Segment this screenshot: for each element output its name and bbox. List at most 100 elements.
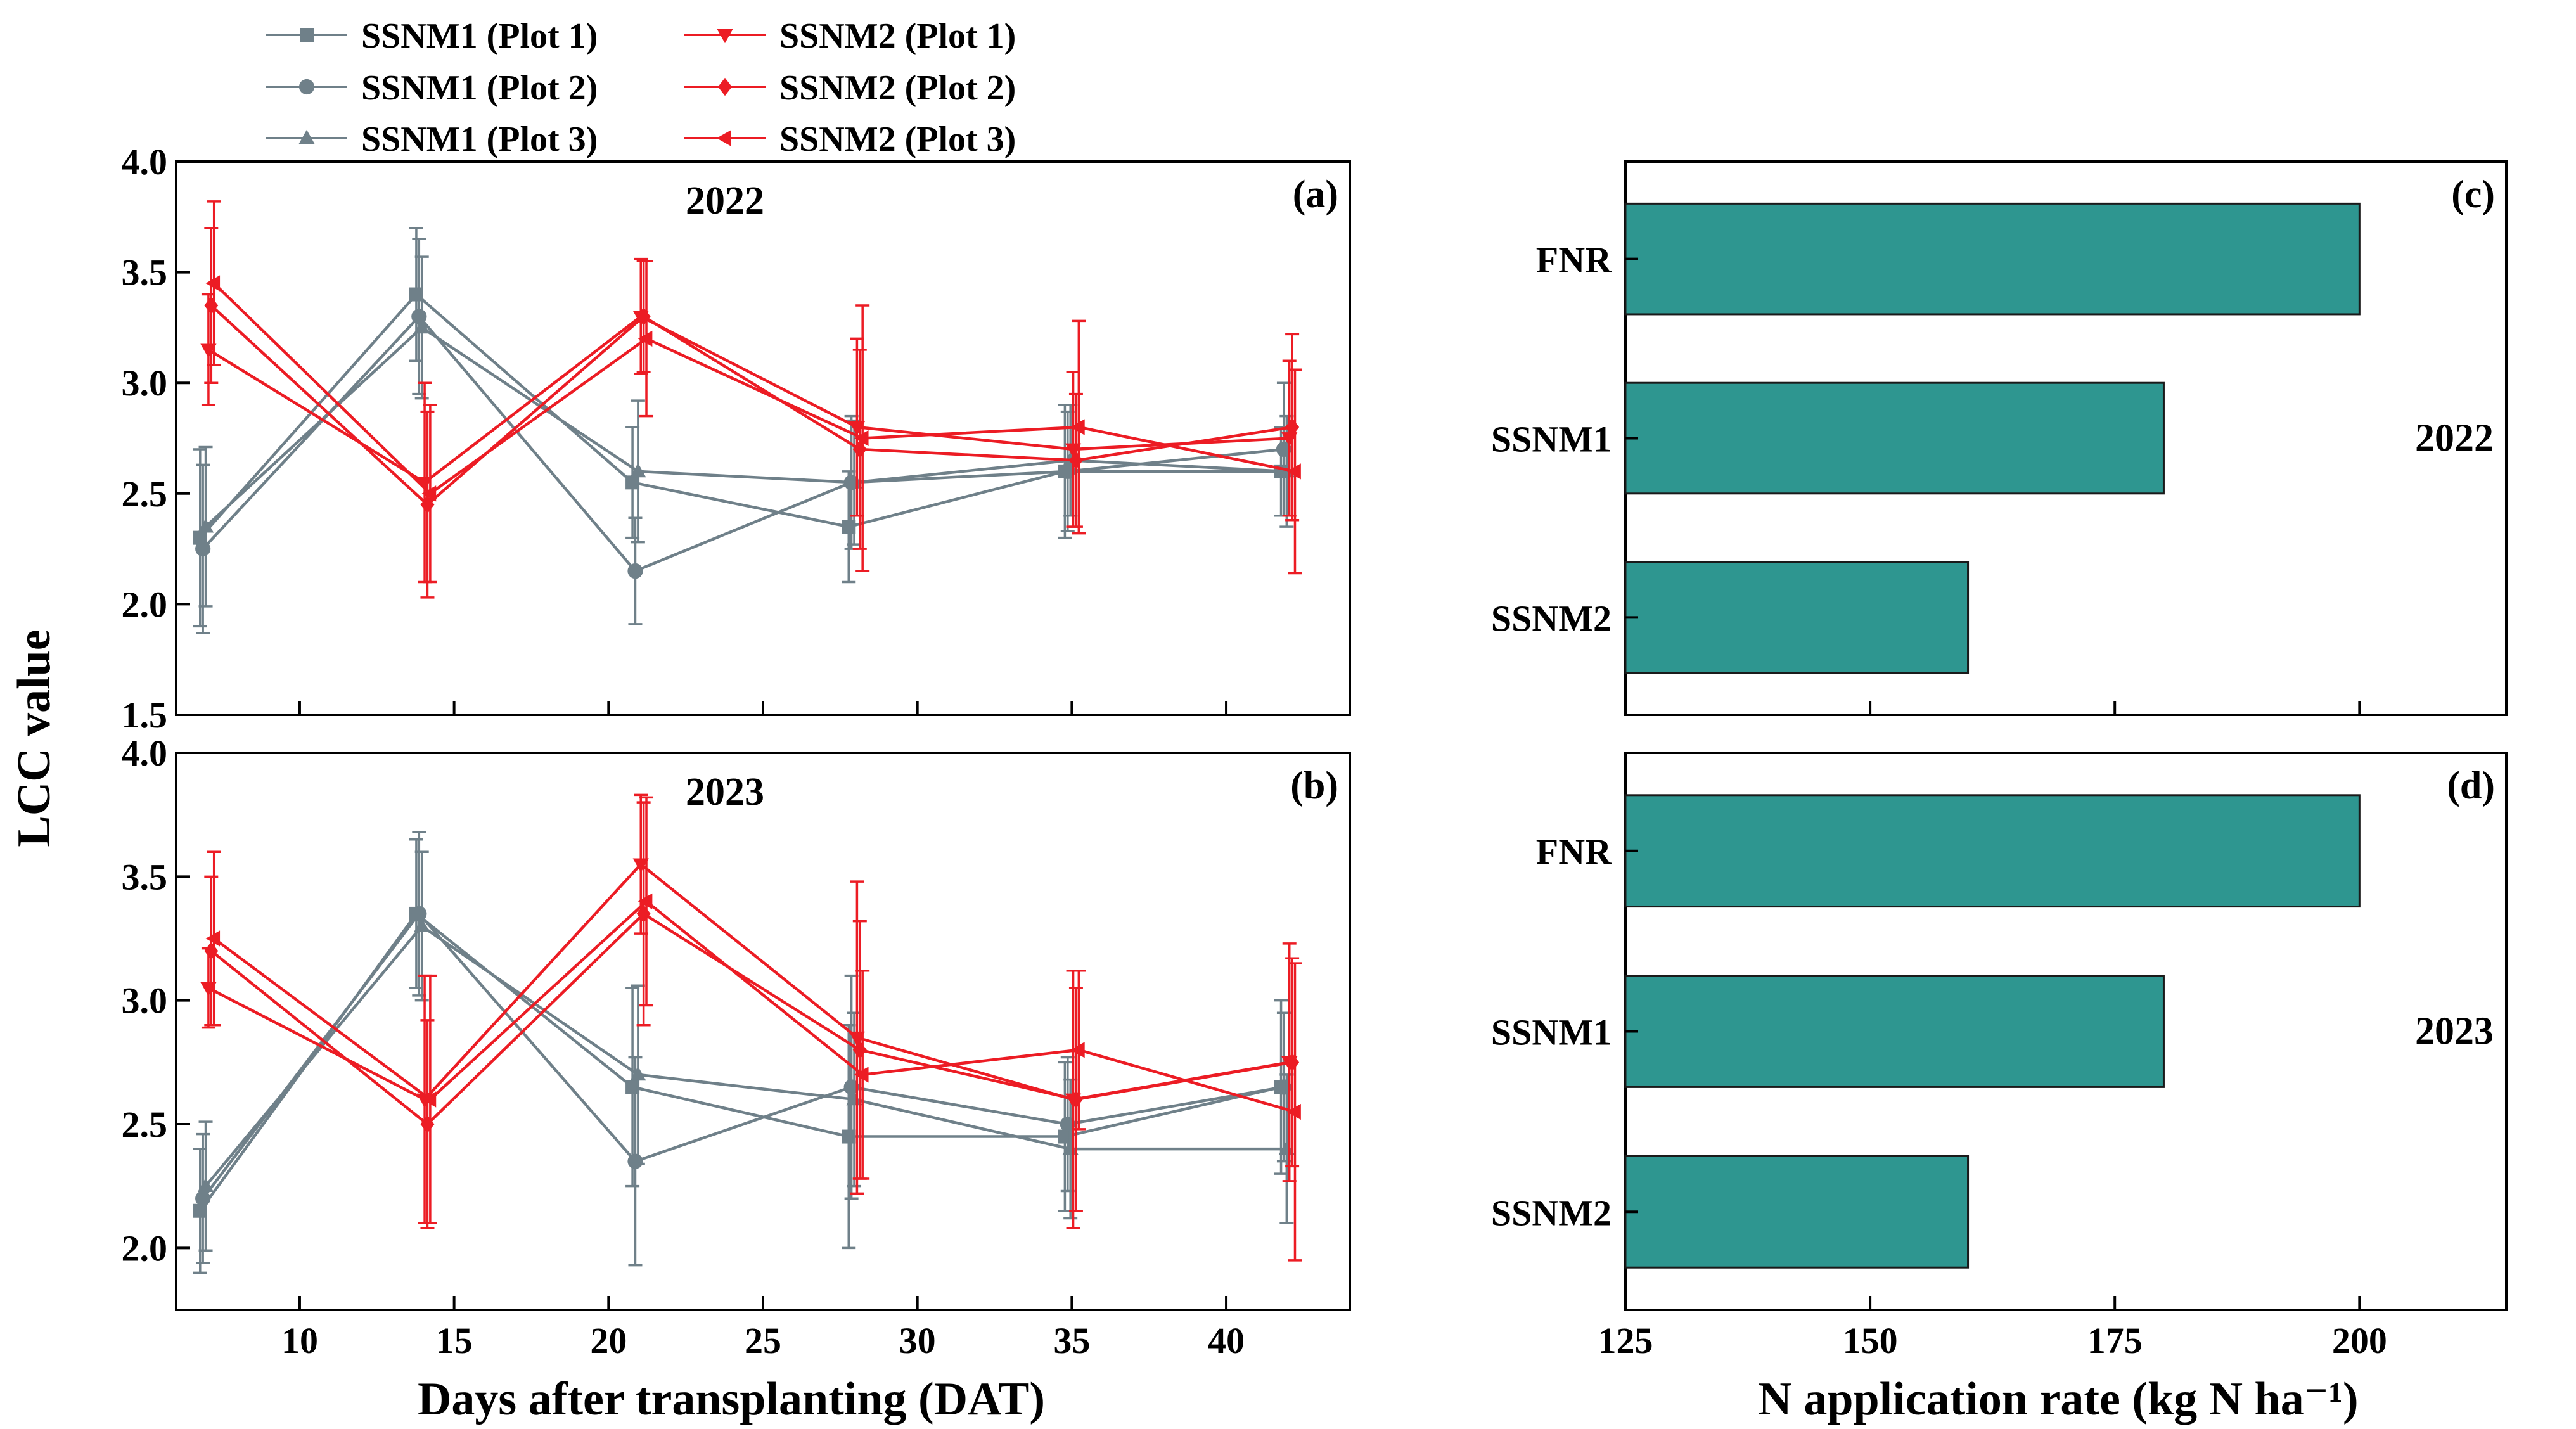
series-line xyxy=(199,292,1281,539)
data-point xyxy=(1070,1042,1085,1058)
legend-marker xyxy=(718,77,732,96)
data-point xyxy=(414,319,430,334)
category-label: SSNM1 xyxy=(1491,419,1612,460)
x-tick-label: 125 xyxy=(1598,1320,1653,1361)
series-ssnm1-plot-1- xyxy=(193,227,1288,628)
x-tick-label: 10 xyxy=(281,1320,318,1361)
year-label: 2023 xyxy=(2415,1010,2494,1053)
data-point xyxy=(1285,1053,1300,1072)
y-tick-label: 4.0 xyxy=(122,141,168,183)
series-ssnm2-plot-2- xyxy=(204,801,1300,1229)
series-line xyxy=(210,304,1293,507)
year-label: 2022 xyxy=(686,179,764,222)
year-label: 2023 xyxy=(686,771,764,814)
legend-label: SSNM1 (Plot 3) xyxy=(361,120,598,159)
series-line xyxy=(205,326,1287,528)
x-tick-label: 40 xyxy=(1208,1320,1245,1361)
data-point xyxy=(205,930,221,947)
panel-label: (d) xyxy=(2447,764,2495,807)
data-point xyxy=(1286,1103,1301,1120)
y-axis-title: LCC value xyxy=(8,629,60,847)
legend: SSNM1 (Plot 1) SSNM1 (Plot 2) SSNM1 (Plot … xyxy=(266,16,1016,159)
series-line xyxy=(213,899,1296,1113)
series-line xyxy=(202,314,1285,573)
data-point xyxy=(195,1191,211,1207)
x-axis-title-left: Days after transplanting (DAT) xyxy=(418,1373,1045,1425)
x-tick-label: 150 xyxy=(1843,1320,1898,1361)
y-tick-label: 3.5 xyxy=(122,856,168,897)
bar-ssnm1 xyxy=(1624,381,2165,495)
data-point xyxy=(632,858,649,873)
legend-label: SSNM2 (Plot 1) xyxy=(779,16,1016,56)
legend-entry: SSNM1 (Plot 3) xyxy=(266,120,598,159)
data-point xyxy=(411,906,427,922)
series-line xyxy=(210,912,1293,1126)
y-tick-label: 2.5 xyxy=(122,473,168,515)
data-point xyxy=(625,475,640,490)
series-ssnm1-plot-3- xyxy=(197,255,1295,608)
data-point xyxy=(1070,419,1085,435)
data-point xyxy=(638,330,653,347)
y-tick-label: 1.5 xyxy=(122,695,168,736)
legend-marker xyxy=(298,79,315,95)
legend-marker xyxy=(300,28,314,42)
panel-d-n-rate-2023: FNR SSNM1 SSNM2 125 150 175 200 (d) 2023 xyxy=(1491,752,2508,1361)
x-axis-title-right: N application rate (kg N ha⁻¹) xyxy=(1758,1373,2358,1425)
data-point xyxy=(854,430,869,447)
series-ssnm2-plot-2- xyxy=(204,227,1300,599)
data-point xyxy=(1281,432,1298,447)
data-point xyxy=(204,942,219,960)
data-point xyxy=(411,309,427,324)
legend-label: SSNM2 (Plot 3) xyxy=(779,120,1016,159)
panel-label: (b) xyxy=(1290,764,1338,807)
data-point xyxy=(420,495,435,514)
data-point xyxy=(197,518,214,533)
category-label: FNR xyxy=(1536,831,1612,873)
legend-marker xyxy=(716,130,731,146)
x-tick-label: 200 xyxy=(2332,1320,2387,1361)
category-label: SSNM2 xyxy=(1491,1192,1612,1233)
x-tick-label: 175 xyxy=(2087,1320,2143,1361)
legend-label: SSNM1 (Plot 1) xyxy=(361,16,598,56)
y-tick-label: 2.5 xyxy=(122,1104,168,1145)
plot-frame xyxy=(175,752,1351,1311)
legend-entry: SSNM2 (Plot 2) xyxy=(684,68,1016,108)
data-point xyxy=(849,1031,866,1046)
y-tick-label: 4.0 xyxy=(122,733,168,774)
y-tick-label: 2.0 xyxy=(122,1227,168,1269)
data-point xyxy=(200,982,217,997)
series-line xyxy=(202,911,1285,1200)
data-point xyxy=(1062,1140,1079,1155)
year-label: 2022 xyxy=(2415,417,2494,460)
bar-fnr xyxy=(1624,794,2361,908)
data-point xyxy=(1286,463,1301,480)
panel-c-n-rate-2022: FNR SSNM1 SSNM2 (c) 2022 xyxy=(1491,160,2508,716)
series-line xyxy=(204,924,1287,1188)
y-tick-label: 3.0 xyxy=(122,362,168,404)
legend-label: SSNM2 (Plot 2) xyxy=(779,68,1016,108)
data-point xyxy=(846,474,862,489)
x-tick-label: 20 xyxy=(590,1320,627,1361)
panel-b-lcc-2023: 10 15 20 25 30 35 40 2.0 2.5 3.0 3.5 4.0 2023 (b) xyxy=(122,733,1351,1361)
legend-entry: SSNM1 (Plot 2) xyxy=(266,68,598,108)
data-point xyxy=(630,1066,646,1081)
category-label: SSNM1 xyxy=(1491,1012,1612,1053)
panel-label: (c) xyxy=(2451,173,2495,216)
x-tick-label: 15 xyxy=(436,1320,473,1361)
panel-label: (a) xyxy=(1293,173,1338,216)
series-line xyxy=(213,282,1295,496)
category-label: SSNM2 xyxy=(1491,598,1612,639)
series-ssnm2-plot-3- xyxy=(205,200,1302,584)
data-point xyxy=(627,563,643,579)
data-point xyxy=(416,476,433,491)
data-point xyxy=(414,918,430,932)
series-ssnm2-plot-1- xyxy=(200,793,1298,1229)
y-tick-label: 3.0 xyxy=(122,980,168,1022)
data-point xyxy=(854,1067,869,1083)
data-point xyxy=(197,1177,214,1193)
data-point xyxy=(421,485,437,502)
data-point xyxy=(1065,443,1082,458)
data-point xyxy=(421,1091,437,1108)
bar-ssnm2 xyxy=(1624,1155,1970,1269)
